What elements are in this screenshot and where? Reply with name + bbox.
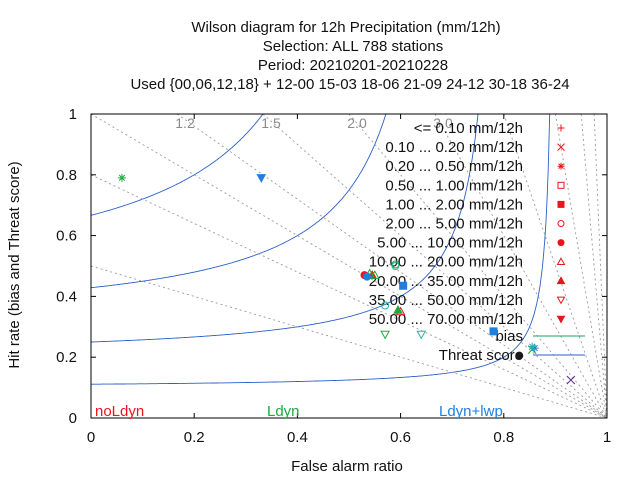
x-axis-label: False alarm ratio: [291, 458, 403, 475]
marker-triangle-down-open: [380, 330, 390, 340]
y-tick-label: 0.2: [56, 349, 77, 366]
x-tick-label: 0.2: [184, 429, 205, 446]
legend-threat-label: Threat score: [439, 347, 523, 364]
y-tick-label: 1: [69, 106, 77, 123]
threat-score-isoline: [90, 113, 387, 289]
legend-bias-label: bias: [495, 328, 523, 345]
class-legend-label: 0.20 ... 0.50 mm/12h: [385, 158, 523, 175]
threat-score-isolines: [90, 113, 551, 385]
marker-circle: [557, 239, 565, 247]
class-legend-label: 2.00 ... 5.00 mm/12h: [385, 216, 523, 233]
line-legend: bias Threat score: [439, 328, 585, 364]
x-tick-label: 0.6: [390, 429, 411, 446]
y-axis-label: Hit rate (bias and Threat score): [6, 161, 23, 368]
marker-star: [530, 344, 539, 353]
bias-label: 2.0: [347, 115, 367, 131]
bias-isolines: [90, 113, 608, 419]
marker-star: [557, 162, 565, 170]
series-label-ldyn-lwp: Ldyn+lwp: [439, 403, 503, 420]
series-label-ldyn: Ldyn: [267, 403, 300, 420]
title-line-1: Wilson diagram for 12h Precipitation (mm…: [191, 19, 500, 36]
class-legend-label: 0.10 ... 0.20 mm/12h: [385, 139, 523, 156]
bias-isoline: [593, 113, 608, 419]
marker-triangle-down: [256, 174, 267, 183]
marker-circle-open: [557, 220, 565, 227]
bias-isoline: [503, 113, 608, 419]
marker-triangle-open: [556, 257, 566, 265]
chart-title: Wilson diagram for 12h Precipitation (mm…: [130, 19, 569, 93]
class-legend-label: 5.00 ... 10.00 mm/12h: [377, 235, 523, 252]
class-legend-label: 10.00 ... 20.00 mm/12h: [369, 254, 523, 271]
bias-label: 1.5: [261, 115, 281, 131]
threat-score-isoline: [90, 113, 264, 216]
marker-square: [489, 327, 498, 336]
bias-label: 1.2: [175, 115, 195, 131]
marker-cross: [557, 143, 565, 151]
title-line-3: Period: 20210201-20210228: [258, 57, 448, 74]
bias-isoline: [554, 113, 608, 419]
bias-value-labels: 1.2 1.5 2.0 3.0: [175, 115, 453, 131]
marker-circle-open: [381, 301, 390, 310]
marker-square: [557, 200, 565, 208]
y-tick-label: 0: [69, 410, 77, 427]
marker-triangle-down: [556, 315, 566, 324]
y-axis-ticks: 0 0.2 0.4 0.6 0.8 1: [56, 106, 607, 427]
x-tick-label: 0: [87, 429, 95, 446]
bias-label: 3.0: [433, 115, 453, 131]
class-legend-label: 1.00 ... 2.00 mm/12h: [385, 196, 523, 213]
bias-isoline: [434, 113, 608, 419]
bias-isoline: [580, 113, 608, 419]
marker-triangle: [393, 305, 403, 314]
x-axis-ticks: 0 0.2 0.4 0.6 0.8 1: [87, 114, 611, 446]
class-legend-label: 50.00 ... 70.00 mm/12h: [369, 311, 523, 328]
marker-square: [399, 281, 408, 290]
class-legend: <= 0.10 mm/12h 0.10 ... 0.20 mm/12h 0.20 .…: [369, 120, 566, 328]
marker-plus: [557, 124, 565, 132]
bias-isoline: [90, 174, 608, 419]
class-legend-label: 0.50 ... 1.00 mm/12h: [385, 177, 523, 194]
plot-frame: [90, 113, 608, 419]
marker-triangle-down-open: [416, 330, 427, 340]
bias-isoline: [262, 113, 608, 419]
marker-triangle: [556, 276, 566, 285]
class-legend-label: 20.00 ... 35.00 mm/12h: [369, 273, 523, 290]
class-legend-label: <= 0.10 mm/12h: [414, 120, 523, 137]
bias-isoline: [348, 113, 608, 419]
data-points: [117, 173, 576, 385]
marker-square-open: [557, 181, 565, 189]
y-tick-label: 0.4: [56, 288, 77, 305]
x-tick-label: 1: [603, 429, 611, 446]
class-legend-label: 35.00 ... 50.00 mm/12h: [369, 292, 523, 309]
marker-circle-open: [391, 262, 400, 270]
y-tick-label: 0.6: [56, 228, 77, 245]
y-tick-label: 0.8: [56, 167, 77, 184]
threat-score-isoline: [91, 113, 479, 343]
marker-triangle-open: [369, 270, 380, 279]
title-line-2: Selection: ALL 788 stations: [263, 38, 443, 55]
x-tick-label: 0.4: [287, 429, 308, 446]
x-tick-label: 0.8: [493, 429, 514, 446]
marker-cross: [566, 375, 576, 385]
marker-star: [117, 173, 126, 182]
series-label-noldyn: noLdyn: [95, 403, 144, 420]
marker-circle: [363, 272, 372, 281]
marker-triangle-down-open: [556, 296, 566, 305]
threat-score-isoline: [91, 113, 551, 385]
marker-circle: [515, 351, 524, 360]
title-line-4: Used {00,06,12,18} + 12-00 15-03 18-06 2…: [130, 76, 569, 93]
marker-star: [528, 342, 537, 351]
